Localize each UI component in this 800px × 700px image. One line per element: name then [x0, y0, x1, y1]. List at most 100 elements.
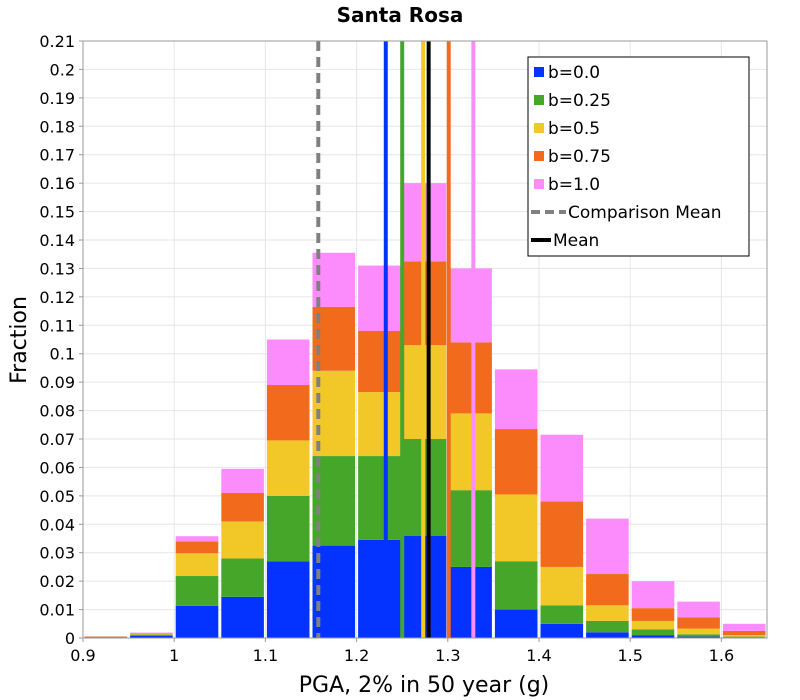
- x-tick-label: 1.3: [435, 646, 460, 665]
- bar-segment: [358, 265, 401, 331]
- bar-segment: [221, 493, 264, 522]
- legend-swatch: [534, 123, 544, 133]
- y-tick-label: 0.02: [39, 572, 75, 591]
- bar-segment: [266, 339, 310, 385]
- bar-segment: [677, 628, 720, 635]
- bar-segment: [130, 633, 173, 634]
- y-tick-label: 0.1: [50, 345, 75, 364]
- bar-segment: [722, 635, 766, 637]
- bar-segment: [266, 561, 310, 638]
- y-tick-label: 0.12: [39, 288, 75, 307]
- bar-segment: [449, 566, 492, 638]
- bar-segment: [130, 633, 173, 635]
- y-axis-ticks: 0 0.01 0.02 0.03 0.04 0.05 0.06 0.07 0.08 0.09 0.1…: [39, 32, 83, 648]
- x-tick-label: 1.2: [344, 646, 369, 665]
- y-tick-label: 0.15: [39, 203, 75, 222]
- legend-box: [527, 56, 750, 257]
- bar-segment: [266, 440, 310, 496]
- bar-segment: [631, 635, 675, 638]
- bar-segment: [358, 456, 401, 540]
- y-tick-label: 0.13: [39, 259, 75, 278]
- bar-segment: [586, 605, 629, 621]
- y-tick-label: 0.07: [39, 430, 75, 449]
- bar-segment: [540, 605, 584, 624]
- bar-segment: [266, 495, 310, 562]
- bar-segment: [449, 342, 492, 414]
- y-tick-label: 0.16: [39, 174, 75, 193]
- legend-label: b=0.0: [548, 63, 600, 83]
- bar-segment: [221, 521, 264, 559]
- bar-segment: [494, 429, 538, 495]
- bar-segment: [449, 490, 492, 567]
- y-tick-label: 0.2: [50, 60, 75, 79]
- bar-segment: [449, 268, 492, 343]
- bar-segment: [84, 636, 128, 638]
- x-axis-label: PGA, 2% in 50 year (g): [299, 673, 550, 698]
- y-tick-label: 0.19: [39, 89, 75, 108]
- legend-label: Comparison Mean: [568, 203, 722, 223]
- y-tick-label: 0: [65, 629, 75, 648]
- bar-segment: [494, 609, 538, 638]
- bar-segment: [175, 541, 219, 554]
- legend: b=0.0 b=0.25 b=0.5 b=0.75 b=1.0 Comparison Me…: [527, 56, 750, 257]
- mean-lines: [316, 41, 476, 638]
- bar-segment: [586, 518, 629, 575]
- bar-segment: [175, 576, 219, 606]
- legend-swatch: [534, 95, 544, 105]
- bar-segment: [358, 392, 401, 457]
- x-tick-label: 1.6: [709, 646, 734, 665]
- bar-segment: [221, 468, 264, 494]
- bar-segment: [175, 605, 219, 638]
- chart-title: Santa Rosa: [337, 3, 464, 27]
- bar-segment: [175, 536, 219, 542]
- bar-segment: [586, 620, 629, 633]
- x-tick-label: 1.4: [526, 646, 551, 665]
- x-axis-ticks: 0.9 1 1.1 1.2 1.3 1.4 1.5 1.6: [70, 638, 734, 665]
- y-tick-label: 0.05: [39, 487, 75, 506]
- bar-segment: [677, 636, 720, 638]
- bar-segment: [494, 494, 538, 562]
- legend-label: Mean: [553, 231, 599, 251]
- x-tick-label: 1.5: [617, 646, 642, 665]
- bar-segment: [221, 558, 264, 597]
- bar-segment: [677, 601, 720, 618]
- y-tick-label: 0.21: [39, 32, 75, 51]
- bar-segment: [358, 330, 401, 393]
- legend-label: b=0.75: [548, 147, 611, 167]
- bar-segment: [586, 574, 629, 606]
- y-tick-label: 0.08: [39, 402, 75, 421]
- bar-segment: [631, 629, 675, 636]
- bar-segment: [130, 632, 173, 634]
- y-tick-label: 0.14: [39, 231, 75, 250]
- legend-label: b=0.25: [548, 91, 611, 111]
- x-tick-label: 1.1: [253, 646, 278, 665]
- bar-segment: [358, 539, 401, 638]
- bar-segment: [722, 630, 766, 636]
- bar-segment: [540, 566, 584, 606]
- bar-segment: [677, 634, 720, 637]
- bar-segment: [130, 634, 173, 636]
- y-tick-label: 0.17: [39, 146, 75, 165]
- x-tick-label: 1: [169, 646, 179, 665]
- legend-label: b=0.5: [548, 119, 600, 139]
- y-tick-label: 0.09: [39, 373, 75, 392]
- y-tick-label: 0.01: [39, 601, 75, 620]
- plot-area-border: [82, 40, 768, 639]
- bar-segment: [494, 561, 538, 610]
- bar-segment: [540, 501, 584, 567]
- y-tick-label: 0.18: [39, 117, 75, 136]
- bar-segment: [631, 620, 675, 630]
- legend-swatch: [534, 151, 544, 161]
- legend-swatch: [534, 179, 544, 189]
- bar-segment: [722, 623, 766, 631]
- legend-label: b=1.0: [548, 175, 600, 195]
- bar-segment: [312, 456, 356, 546]
- y-tick-label: 0.03: [39, 544, 75, 563]
- y-axis-label: Fraction: [7, 296, 32, 384]
- bar-segment: [494, 369, 538, 430]
- x-tick-label: 0.9: [70, 646, 95, 665]
- y-tick-label: 0.11: [39, 316, 75, 335]
- bar-segment: [540, 623, 584, 638]
- bar-segment: [631, 608, 675, 621]
